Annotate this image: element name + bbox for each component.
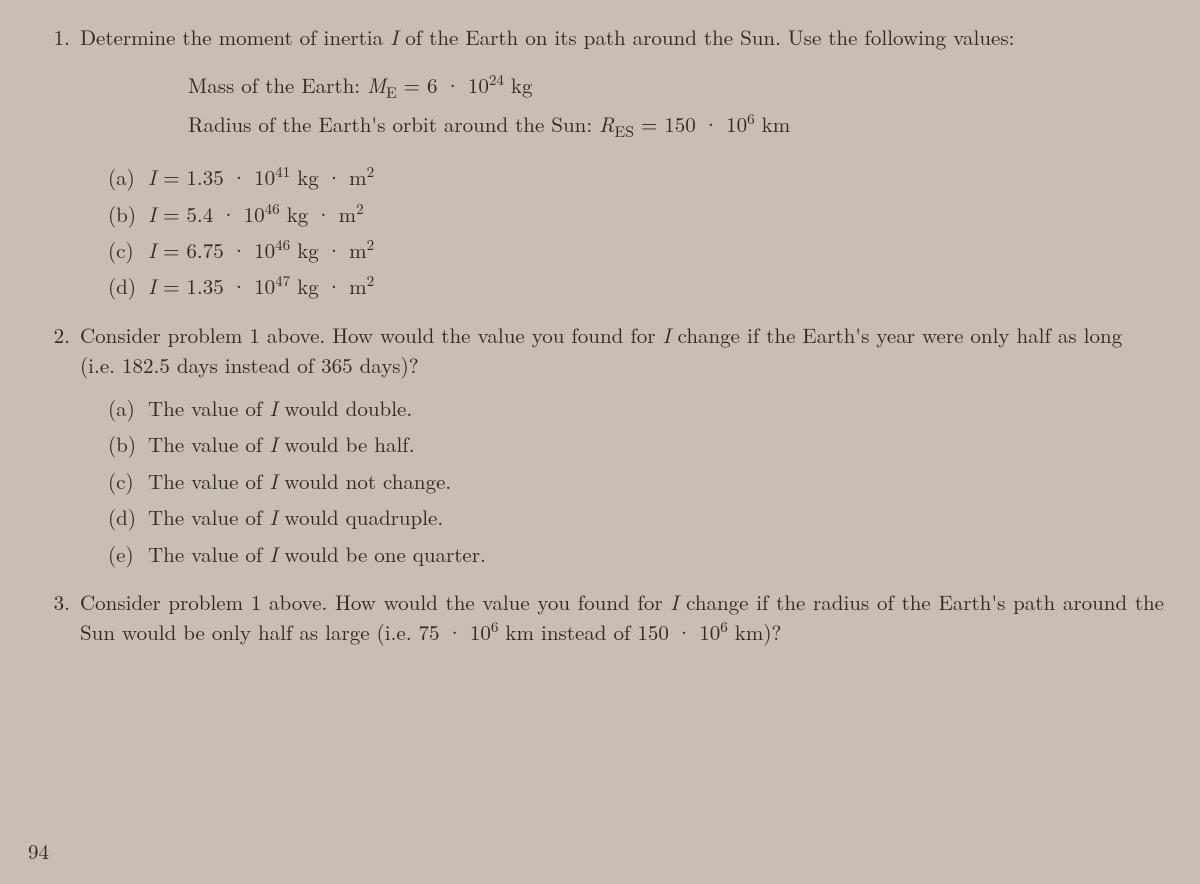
text: The value of — [148, 539, 269, 569]
answer-options: (a) The value of I would double. (b) The… — [80, 393, 1164, 569]
option-text: The value of I would double. — [148, 393, 1164, 423]
exponent: 46 — [275, 234, 290, 255]
option-b: (b) I = 5.4 · 1046 kg · m2 — [108, 199, 1164, 229]
option-c: (c) I = 6.75 · 1046 kg · m2 — [108, 235, 1164, 265]
symbol: R — [599, 109, 614, 139]
variable-i: I — [662, 320, 670, 350]
prompt-text: of the Earth on its path around the Sun.… — [398, 22, 1014, 52]
given-label: Radius of the Earth's orbit around the S… — [188, 109, 599, 139]
problem-number: 2. — [36, 320, 80, 575]
given-label: Mass of the Earth: — [188, 70, 367, 100]
given-radius: Radius of the Earth's orbit around the S… — [188, 105, 1164, 144]
option-c: (c) The value of I would not change. — [108, 466, 1164, 496]
exponent: 41 — [275, 161, 290, 182]
option-label: (b) — [108, 199, 148, 229]
option-b: (b) The value of I would be half. — [108, 429, 1164, 459]
text: The value of — [148, 502, 269, 532]
option-text: I = 6.75 · 1046 kg · m2 — [148, 235, 1164, 265]
unit-exponent: 2 — [356, 198, 364, 219]
exponent: 6 — [747, 108, 755, 129]
variable-i: I — [148, 271, 156, 301]
prompt-text: Consider problem 1 above. How would the … — [80, 587, 670, 617]
option-label: (e) — [108, 539, 148, 569]
equation: = 6 · 10 — [397, 70, 489, 100]
option-label: (b) — [108, 429, 148, 459]
option-text: I = 1.35 · 1041 kg · m2 — [148, 162, 1164, 192]
page: 1. Determine the moment of inertia I of … — [0, 0, 1200, 884]
option-label: (c) — [108, 235, 148, 265]
variable-i: I — [148, 199, 156, 229]
subscript: ES — [614, 119, 633, 142]
equation: = 1.35 · 10 — [156, 271, 275, 301]
option-e: (e) The value of I would be one quarter. — [108, 539, 1164, 569]
unit: kg · m — [280, 199, 356, 229]
problem-2: 2. Consider problem 1 above. How would t… — [36, 320, 1164, 575]
prompt-text: Consider problem 1 above. How would the … — [80, 320, 662, 350]
page-number: 94 — [28, 836, 49, 866]
unit-exponent: 2 — [367, 161, 375, 182]
option-d: (d) The value of I would quadruple. — [108, 502, 1164, 532]
given-mass: Mass of the Earth: ME = 6 · 1024 kg — [188, 66, 1164, 105]
unit: kg · m — [290, 271, 366, 301]
unit-exponent: 2 — [367, 234, 375, 255]
exponent: 24 — [489, 69, 504, 90]
option-label: (a) — [108, 393, 148, 423]
option-text: I = 1.35 · 1047 kg · m2 — [148, 271, 1164, 301]
exponent: 46 — [265, 198, 280, 219]
option-text: The value of I would be half. — [148, 429, 1164, 459]
problem-body: Consider problem 1 above. How would the … — [80, 587, 1164, 648]
problem-3: 3. Consider problem 1 above. How would t… — [36, 587, 1164, 648]
prompt-text: km)? — [728, 617, 782, 647]
option-a: (a) The value of I would double. — [108, 393, 1164, 423]
unit-exponent: 2 — [367, 270, 375, 291]
text: The value of — [148, 429, 269, 459]
exponent: 6 — [720, 616, 728, 637]
option-label: (c) — [108, 466, 148, 496]
equation: = 6.75 · 10 — [156, 235, 275, 265]
subscript: E — [386, 81, 397, 104]
text: would be one quarter. — [277, 539, 485, 569]
problem-1: 1. Determine the moment of inertia I of … — [36, 22, 1164, 308]
exponent: 47 — [275, 270, 290, 291]
variable-i: I — [148, 162, 156, 192]
option-text: The value of I would quadruple. — [148, 502, 1164, 532]
unit: kg · m — [290, 162, 366, 192]
unit: kg — [504, 70, 533, 100]
given-values: Mass of the Earth: ME = 6 · 1024 kg Radi… — [80, 66, 1164, 144]
problem-body: Consider problem 1 above. How would the … — [80, 320, 1164, 575]
problem-number: 1. — [36, 22, 80, 308]
text: would double. — [277, 393, 412, 423]
prompt-text: Determine the moment of inertia — [80, 22, 390, 52]
variable-i: I — [148, 235, 156, 265]
text: would be half. — [277, 429, 414, 459]
text: The value of — [148, 466, 269, 496]
option-text: The value of I would be one quarter. — [148, 539, 1164, 569]
unit: kg · m — [290, 235, 366, 265]
option-text: I = 5.4 · 1046 kg · m2 — [148, 199, 1164, 229]
problem-body: Determine the moment of inertia I of the… — [80, 22, 1164, 308]
option-d: (d) I = 1.35 · 1047 kg · m2 — [108, 271, 1164, 301]
text: would quadruple. — [277, 502, 443, 532]
unit: km — [755, 109, 791, 139]
equation: = 1.35 · 10 — [156, 162, 275, 192]
option-text: The value of I would not change. — [148, 466, 1164, 496]
text: The value of — [148, 393, 269, 423]
option-label: (a) — [108, 162, 148, 192]
option-a: (a) I = 1.35 · 1041 kg · m2 — [108, 162, 1164, 192]
option-label: (d) — [108, 502, 148, 532]
problem-number: 3. — [36, 587, 80, 648]
equation: = 150 · 10 — [634, 109, 747, 139]
answer-options: (a) I = 1.35 · 1041 kg · m2 (b) I = 5.4 … — [80, 162, 1164, 302]
symbol: M — [367, 70, 386, 100]
text: would not change. — [277, 466, 451, 496]
equation: = 5.4 · 10 — [156, 199, 265, 229]
option-label: (d) — [108, 271, 148, 301]
prompt-text: km instead of 150 · 10 — [498, 617, 720, 647]
